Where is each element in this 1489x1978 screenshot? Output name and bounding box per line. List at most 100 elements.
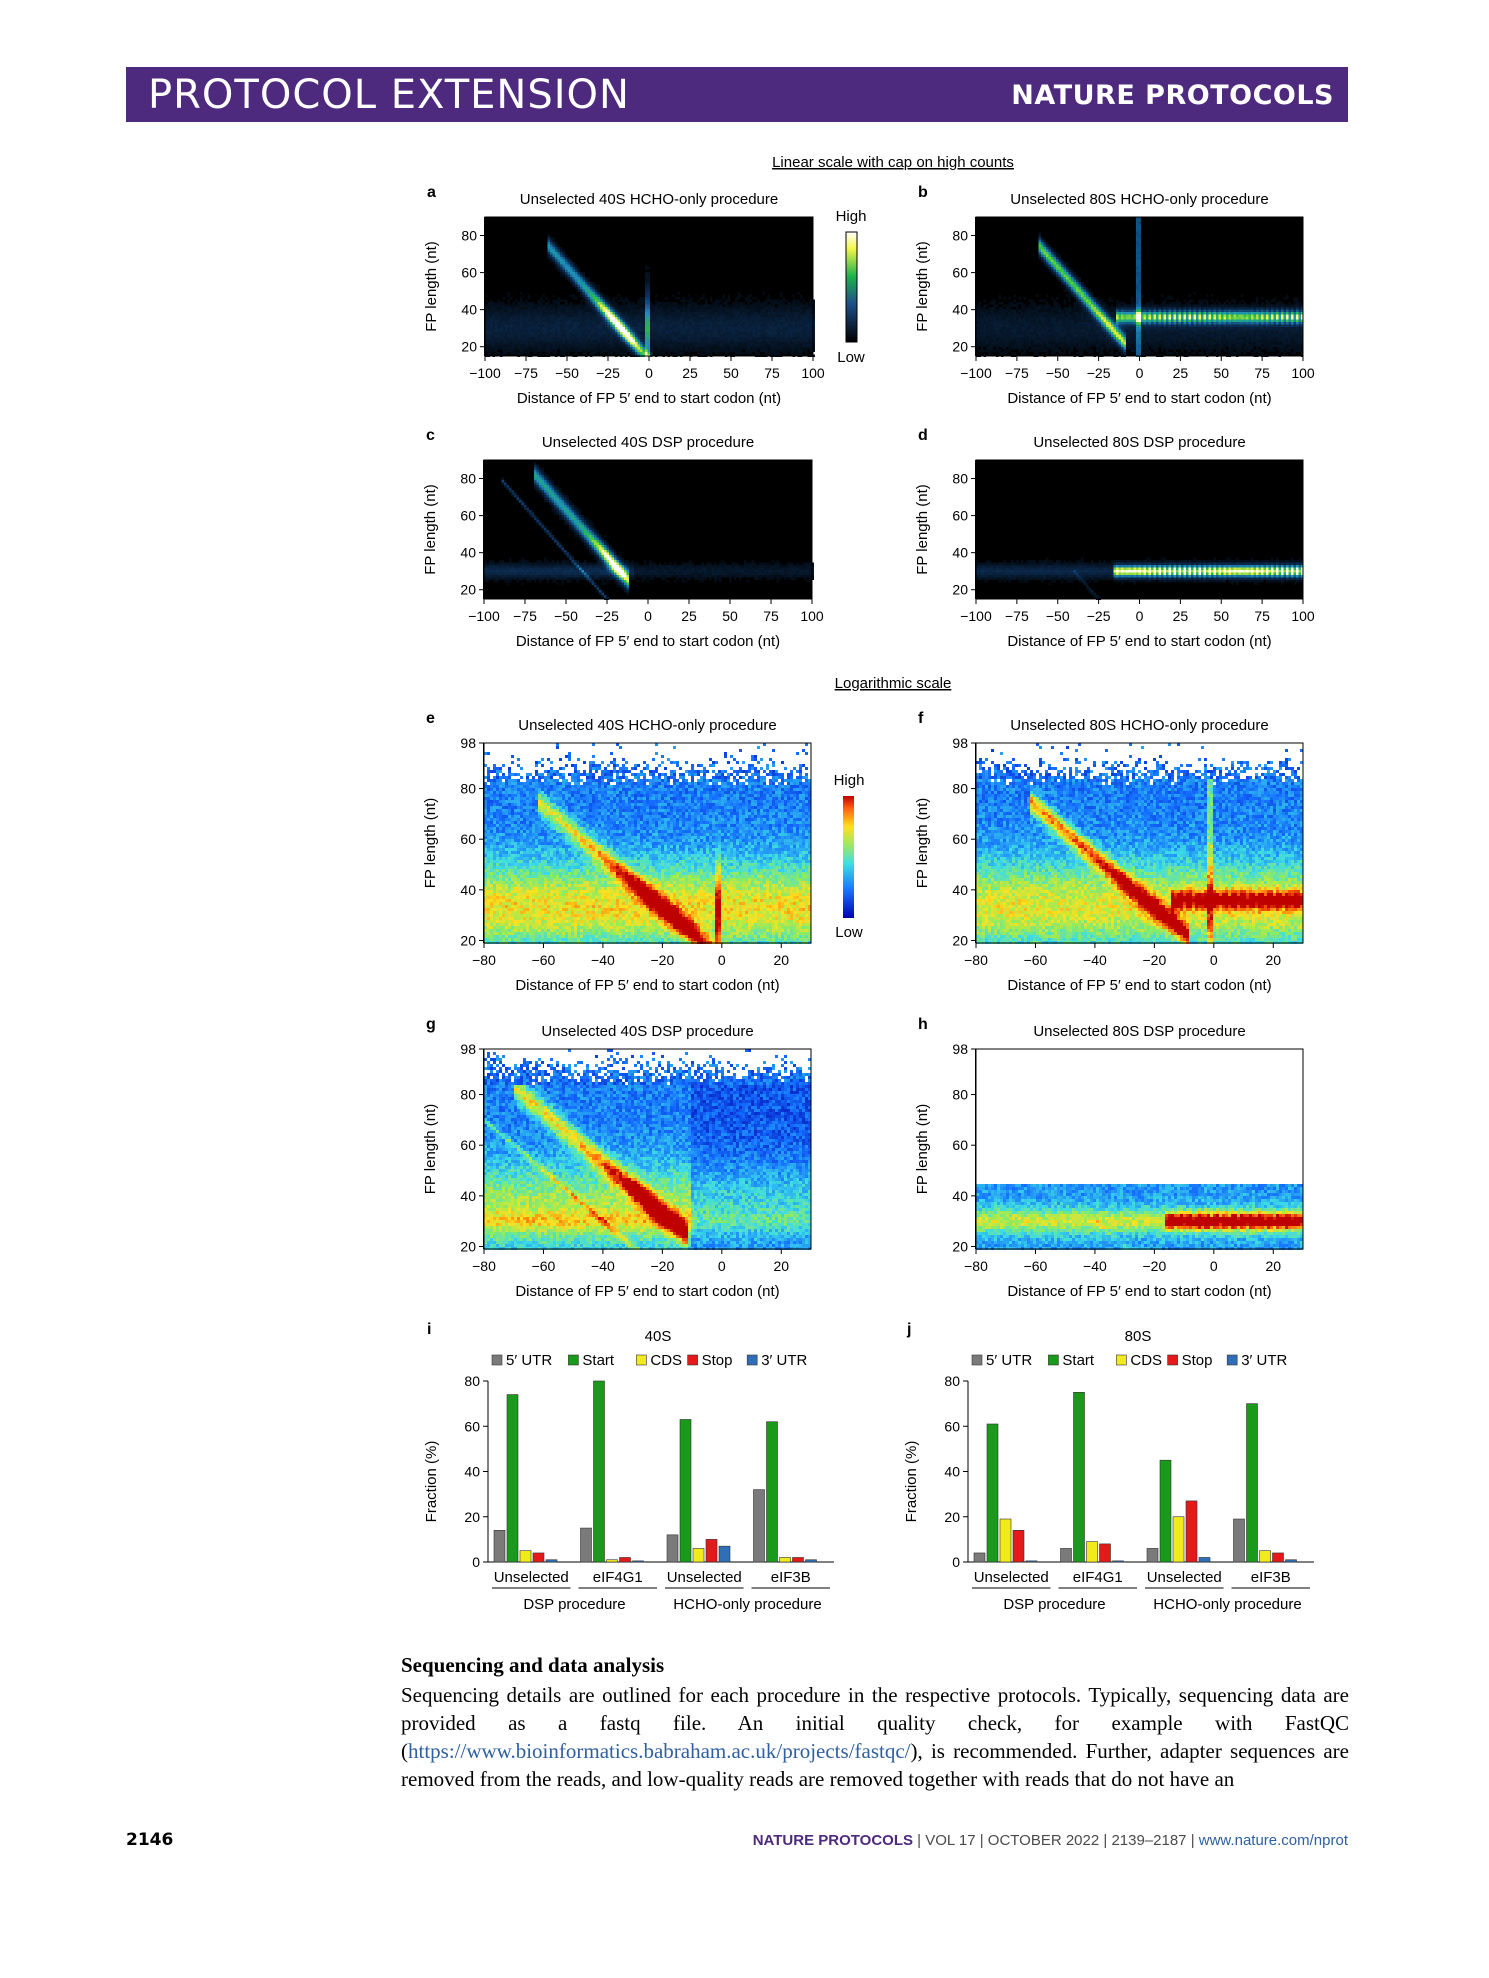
bar-3utr-0	[1025, 1560, 1038, 1563]
x-axis-label: Distance of FP 5′ end to start codon (nt…	[516, 633, 780, 650]
panel-letter: h	[918, 1016, 928, 1033]
panel-letter: c	[426, 427, 435, 444]
x-tick-label: 0	[1210, 1258, 1218, 1274]
x-tick-label: −25	[1087, 608, 1111, 624]
y-tick-label: 20	[460, 932, 476, 948]
bar-start-1	[1073, 1392, 1085, 1563]
x-tick-label: 75	[1254, 365, 1270, 381]
bar-start-3	[1246, 1403, 1258, 1563]
fastqc-link[interactable]: https://www.bioinformatics.babraham.ac.u…	[408, 1739, 911, 1763]
y-tick-label: 80	[952, 228, 968, 244]
y-axis-label: FP length (nt)	[423, 241, 440, 332]
legend-swatch	[1116, 1354, 1127, 1366]
x-tick-label: 0	[1136, 608, 1144, 624]
y-tick-label: 40	[461, 302, 477, 318]
x-tick-label: 0	[718, 952, 726, 968]
x-tick-label: 25	[682, 365, 698, 381]
legend-label: Stop	[1182, 1352, 1213, 1369]
heatmap-title: Unselected 80S DSP procedure	[1033, 1023, 1245, 1040]
body-text-part-2: ), is recommended. Further, adapter sequ…	[401, 1739, 1349, 1791]
bar-start-1	[593, 1380, 605, 1563]
y-tick-label: 80	[464, 1373, 480, 1389]
bar-cds-3	[1259, 1550, 1271, 1563]
panel-letter: f	[918, 710, 924, 727]
bar-stop-3	[792, 1557, 804, 1563]
y-tick-label: 40	[460, 882, 476, 898]
colorbar-log: High Low	[834, 772, 865, 941]
heatmap-panels: 80 60 40 20 −100 −75 −50 −25 0 25 50 75 100 Unselecte…	[422, 184, 1315, 1300]
x-tick-label: −40	[591, 1258, 615, 1274]
x-tick-label: 20	[1265, 1258, 1281, 1274]
y-tick-label: 20	[952, 339, 968, 355]
panel-letter: a	[427, 184, 436, 201]
body-paragraph: Sequencing details are outlined for each…	[401, 1681, 1349, 1793]
heatmap-title: Unselected 80S HCHO-only procedure	[1010, 191, 1268, 208]
legend-swatch	[636, 1354, 647, 1366]
x-tick-label: −80	[964, 952, 988, 968]
bar-3utr-3	[805, 1559, 817, 1563]
y-axis-label: FP length (nt)	[914, 241, 931, 332]
bar-chart-title: 80S	[1125, 1328, 1152, 1345]
y-tick-label: 0	[472, 1554, 480, 1570]
x-tick-label: −60	[1024, 1258, 1048, 1274]
bar-stop-1	[619, 1557, 631, 1563]
y-axis-label: Fraction (%)	[423, 1441, 440, 1523]
panel-letter: g	[426, 1016, 436, 1033]
x-tick-label: −50	[555, 365, 579, 381]
legend-swatch	[1226, 1354, 1238, 1366]
y-tick-label: 40	[952, 1188, 968, 1204]
journal-name: NATURE PROTOCOLS	[1011, 80, 1334, 111]
bar-start-2	[1159, 1459, 1172, 1563]
panel-letter: e	[426, 710, 435, 727]
bar-3utr-1	[1112, 1560, 1124, 1563]
heatmap-panel-c: 80 60 40 20 −100 −75 −50 −25 0 25 50 75 100 Unselecte…	[422, 427, 824, 650]
x-tick-label: 0	[1136, 365, 1144, 381]
panel-letter: j	[906, 1321, 911, 1338]
x-tick-label: 75	[763, 608, 779, 624]
heatmap-title: Unselected 40S HCHO-only procedure	[520, 191, 778, 208]
category-label: Unselected	[667, 1569, 742, 1586]
bar-stop-0	[1012, 1530, 1025, 1563]
x-tick-label: −75	[513, 608, 537, 624]
y-tick-label: 60	[460, 508, 476, 524]
legend-label: Start	[582, 1352, 615, 1369]
bar-cds-0	[999, 1518, 1012, 1563]
x-tick-label: −50	[554, 608, 578, 624]
category-label: Unselected	[1147, 1569, 1222, 1586]
footer-url[interactable]: www.nature.com/nprot	[1199, 1832, 1348, 1849]
group-label: HCHO-only procedure	[673, 1596, 821, 1613]
x-tick-label: −75	[1005, 608, 1029, 624]
bar-stop-0	[532, 1552, 545, 1563]
heatmap-panel-h: 98 80 60 40 20 −80 −60 −40 −20 0 20 Unselected 80S …	[914, 1016, 1304, 1300]
heatmap-title: Unselected 40S HCHO-only procedure	[518, 717, 776, 734]
bar-chart-panels: 0 20 40 60 80 Fraction (%) i 40S 5′ UTR Start CDS S…	[423, 1321, 1314, 1613]
x-tick-label: −75	[1005, 365, 1029, 381]
legend-label: CDS	[650, 1352, 682, 1369]
x-tick-label: 0	[718, 1258, 726, 1274]
x-axis-label: Distance of FP 5′ end to start codon (nt…	[517, 390, 781, 407]
y-tick-label: 60	[944, 1418, 960, 1434]
legend-label: 5′ UTR	[506, 1352, 552, 1369]
bar-stop-2	[1185, 1500, 1198, 1563]
legend-swatch	[746, 1354, 758, 1366]
y-tick-label: 60	[460, 831, 476, 847]
x-tick-label: −60	[532, 1258, 556, 1274]
x-tick-label: 25	[1173, 608, 1189, 624]
legend-label: 3′ UTR	[1241, 1352, 1287, 1369]
y-axis-label: FP length (nt)	[914, 798, 931, 889]
heatmap-panel-e: 98 80 60 40 20 −80 −60 −40 −20 0 20 Unselected 40S …	[422, 710, 812, 994]
bar-start-0	[506, 1394, 519, 1563]
x-tick-label: −60	[532, 952, 556, 968]
bar-start-0	[986, 1423, 999, 1563]
x-tick-label: 100	[801, 365, 825, 381]
x-tick-label: −25	[1087, 365, 1111, 381]
x-tick-label: 100	[800, 608, 824, 624]
panel-letter: d	[918, 427, 928, 444]
x-tick-label: −20	[1142, 1258, 1166, 1274]
bar-3utr-0	[545, 1559, 558, 1563]
group-label: HCHO-only procedure	[1153, 1596, 1301, 1613]
heatmap-panel-g: 98 80 60 40 20 −80 −60 −40 −20 0 20 Unselected 40S …	[422, 1016, 812, 1300]
legend-label: 5′ UTR	[986, 1352, 1032, 1369]
bar-3utr-3	[1285, 1559, 1297, 1563]
x-tick-label: 100	[1291, 365, 1315, 381]
